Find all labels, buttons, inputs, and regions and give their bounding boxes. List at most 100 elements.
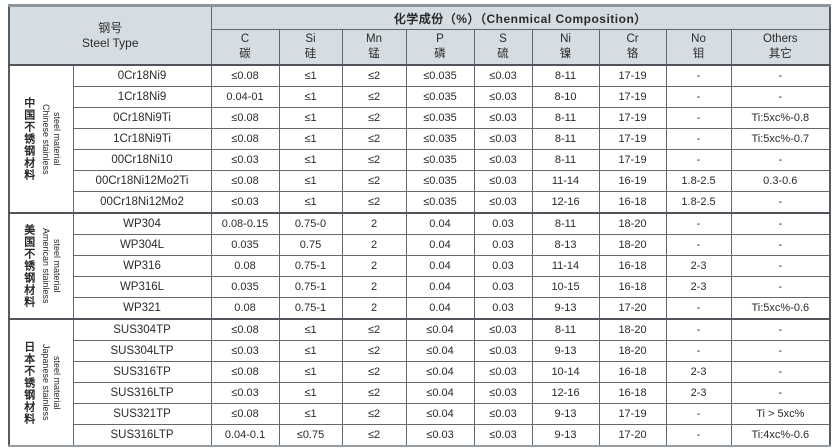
value-cell: - [730, 149, 831, 171]
value-cell: - [665, 128, 732, 150]
value-cell: ≤0.08 [210, 403, 280, 425]
steel-type-cell: WP316 [72, 255, 212, 277]
column-header-no-en: No [691, 33, 706, 45]
value-cell: ≤0.03 [405, 424, 475, 447]
value-cell: 0.03 [473, 212, 533, 235]
value-cell: - [730, 276, 831, 298]
value-cell: 17-20 [598, 297, 667, 320]
value-cell: 2-3 [665, 255, 732, 277]
value-cell: Ti:5xc%-0.8 [730, 107, 831, 129]
value-cell: ≤2 [341, 191, 407, 214]
value-cell: - [665, 212, 732, 235]
value-cell: ≤0.08 [210, 128, 280, 150]
value-cell: ≤0.03 [473, 107, 533, 129]
value-cell: ≤0.035 [405, 64, 475, 87]
column-header-p-zh: 磷 [434, 48, 446, 60]
value-cell: ≤0.035 [405, 170, 475, 192]
value-cell: 0.75-1 [278, 276, 343, 298]
value-cell: Ti:5xc%-0.7 [730, 128, 831, 150]
value-cell: ≤0.08 [210, 318, 280, 341]
value-cell: - [665, 107, 732, 129]
composition-header: 化学成份（%）（Chenmical Composition） [210, 5, 831, 30]
value-cell: 16-18 [598, 191, 667, 214]
group-label-en: Chinese stainless steel material [40, 103, 62, 175]
value-cell: 2 [341, 234, 407, 256]
table-row: 美国不锈钢材料 American stainless steel material… [8, 212, 831, 320]
value-cell: - [665, 297, 732, 320]
value-cell: ≤0.035 [405, 149, 475, 171]
value-cell: ≤1 [278, 318, 343, 341]
value-cell: - [665, 149, 732, 171]
table-row: WP316L 0.035 0.75-1 2 0.04 0.03 10-15 16-18 2-3- [9, 276, 831, 298]
value-cell: - [730, 361, 831, 383]
value-cell: 18-20 [598, 340, 667, 362]
value-cell: 18-20 [598, 318, 667, 341]
value-cell: ≤0.035 [405, 86, 475, 108]
column-header-no: No 钼 [665, 29, 732, 66]
column-header-c-zh: 碳 [239, 48, 251, 60]
value-cell: 0.75 [278, 234, 343, 256]
column-header-cr: Cr 铬 [598, 29, 667, 66]
value-cell: ≤0.08 [210, 64, 280, 87]
value-cell: 0.035 [210, 234, 280, 256]
column-header-others-zh: 其它 [768, 48, 792, 60]
value-cell: 17-19 [598, 403, 667, 425]
column-header-si-en: Si [305, 33, 316, 45]
value-cell: 2 [341, 212, 407, 235]
value-cell: 0.04 [405, 255, 475, 277]
value-cell: ≤0.04 [405, 318, 475, 341]
value-cell: ≤2 [341, 170, 407, 192]
group-label: 日本不锈钢材料 Japanese stainless steel material [8, 318, 74, 447]
value-cell: ≤0.035 [405, 107, 475, 129]
value-cell: 0.08 [210, 297, 280, 320]
value-cell: ≤0.03 [473, 361, 533, 383]
value-cell: ≤0.04 [405, 340, 475, 362]
steel-type-cell: 1Cr18Ni9 [72, 86, 212, 108]
value-cell: ≤2 [341, 128, 407, 150]
value-cell: ≤0.08 [210, 107, 280, 129]
value-cell: 16-19 [598, 170, 667, 192]
value-cell: 0.75-1 [278, 297, 343, 320]
steel-type-cell: 0Cr18Ni9Ti [72, 107, 212, 129]
value-cell: ≤0.03 [210, 340, 280, 362]
value-cell: 0.08-0.15 [210, 212, 280, 235]
value-cell: 0.75-0 [278, 212, 343, 235]
value-cell: ≤2 [341, 424, 407, 447]
steel-type-cell: SUS316TP [72, 361, 212, 383]
table-row: WP316 0.08 0.75-1 2 0.04 0.03 11-14 16-18 2-3- [9, 255, 831, 277]
steel-type-header-en: Steel Type [82, 35, 139, 50]
column-header-s-zh: 硫 [497, 48, 509, 60]
value-cell: - [665, 318, 732, 341]
table-row: SUS304LTP ≤0.03 ≤1 ≤2 ≤0.04 ≤0.03 9-13 18-20- - [9, 340, 831, 362]
value-cell: ≤0.03 [473, 191, 533, 214]
table-row: 日本不锈钢材料 Japanese stainless steel material… [8, 318, 831, 447]
value-cell: ≤2 [341, 382, 407, 404]
steel-type-cell: WP304L [72, 234, 212, 256]
value-cell: ≤1 [278, 64, 343, 87]
value-cell: 0.03 [473, 255, 533, 277]
column-header-others: Others 其它 [730, 29, 831, 66]
value-cell: 8-11 [531, 64, 600, 87]
value-cell: - [730, 64, 831, 87]
table-row: 1Cr18Ni9 0.04-01 ≤1 ≤2 ≤0.035 ≤0.03 8-10 17-19-… [9, 86, 831, 108]
steel-composition-table: 钢号 Steel Type 化学成份（%）（Chenmical Composit… [8, 4, 832, 447]
value-cell: 12-16 [531, 191, 600, 214]
value-cell: ≤1 [278, 128, 343, 150]
column-header-ni-zh: 镍 [559, 48, 572, 60]
column-header-ni: Ni 镍 [531, 29, 600, 66]
column-header-ni-en: Ni [560, 33, 571, 45]
value-cell: ≤0.04 [405, 403, 475, 425]
table-row: 00Cr18Ni10 ≤0.03 ≤1 ≤2 ≤0.035 ≤0.03 8-11 17-19-… [9, 149, 831, 171]
value-cell: - [665, 424, 732, 447]
value-cell: ≤1 [278, 403, 343, 425]
column-header-p-en: P [436, 33, 444, 45]
value-cell: 0.04 [405, 276, 475, 298]
value-cell: 9-13 [531, 297, 600, 320]
value-cell: 0.03 [473, 276, 533, 298]
steel-type-cell: 00Cr18Ni10 [72, 149, 212, 171]
value-cell: 8-11 [531, 107, 600, 129]
value-cell: 2 [341, 297, 407, 320]
column-header-mn: Mn 锰 [341, 29, 407, 66]
